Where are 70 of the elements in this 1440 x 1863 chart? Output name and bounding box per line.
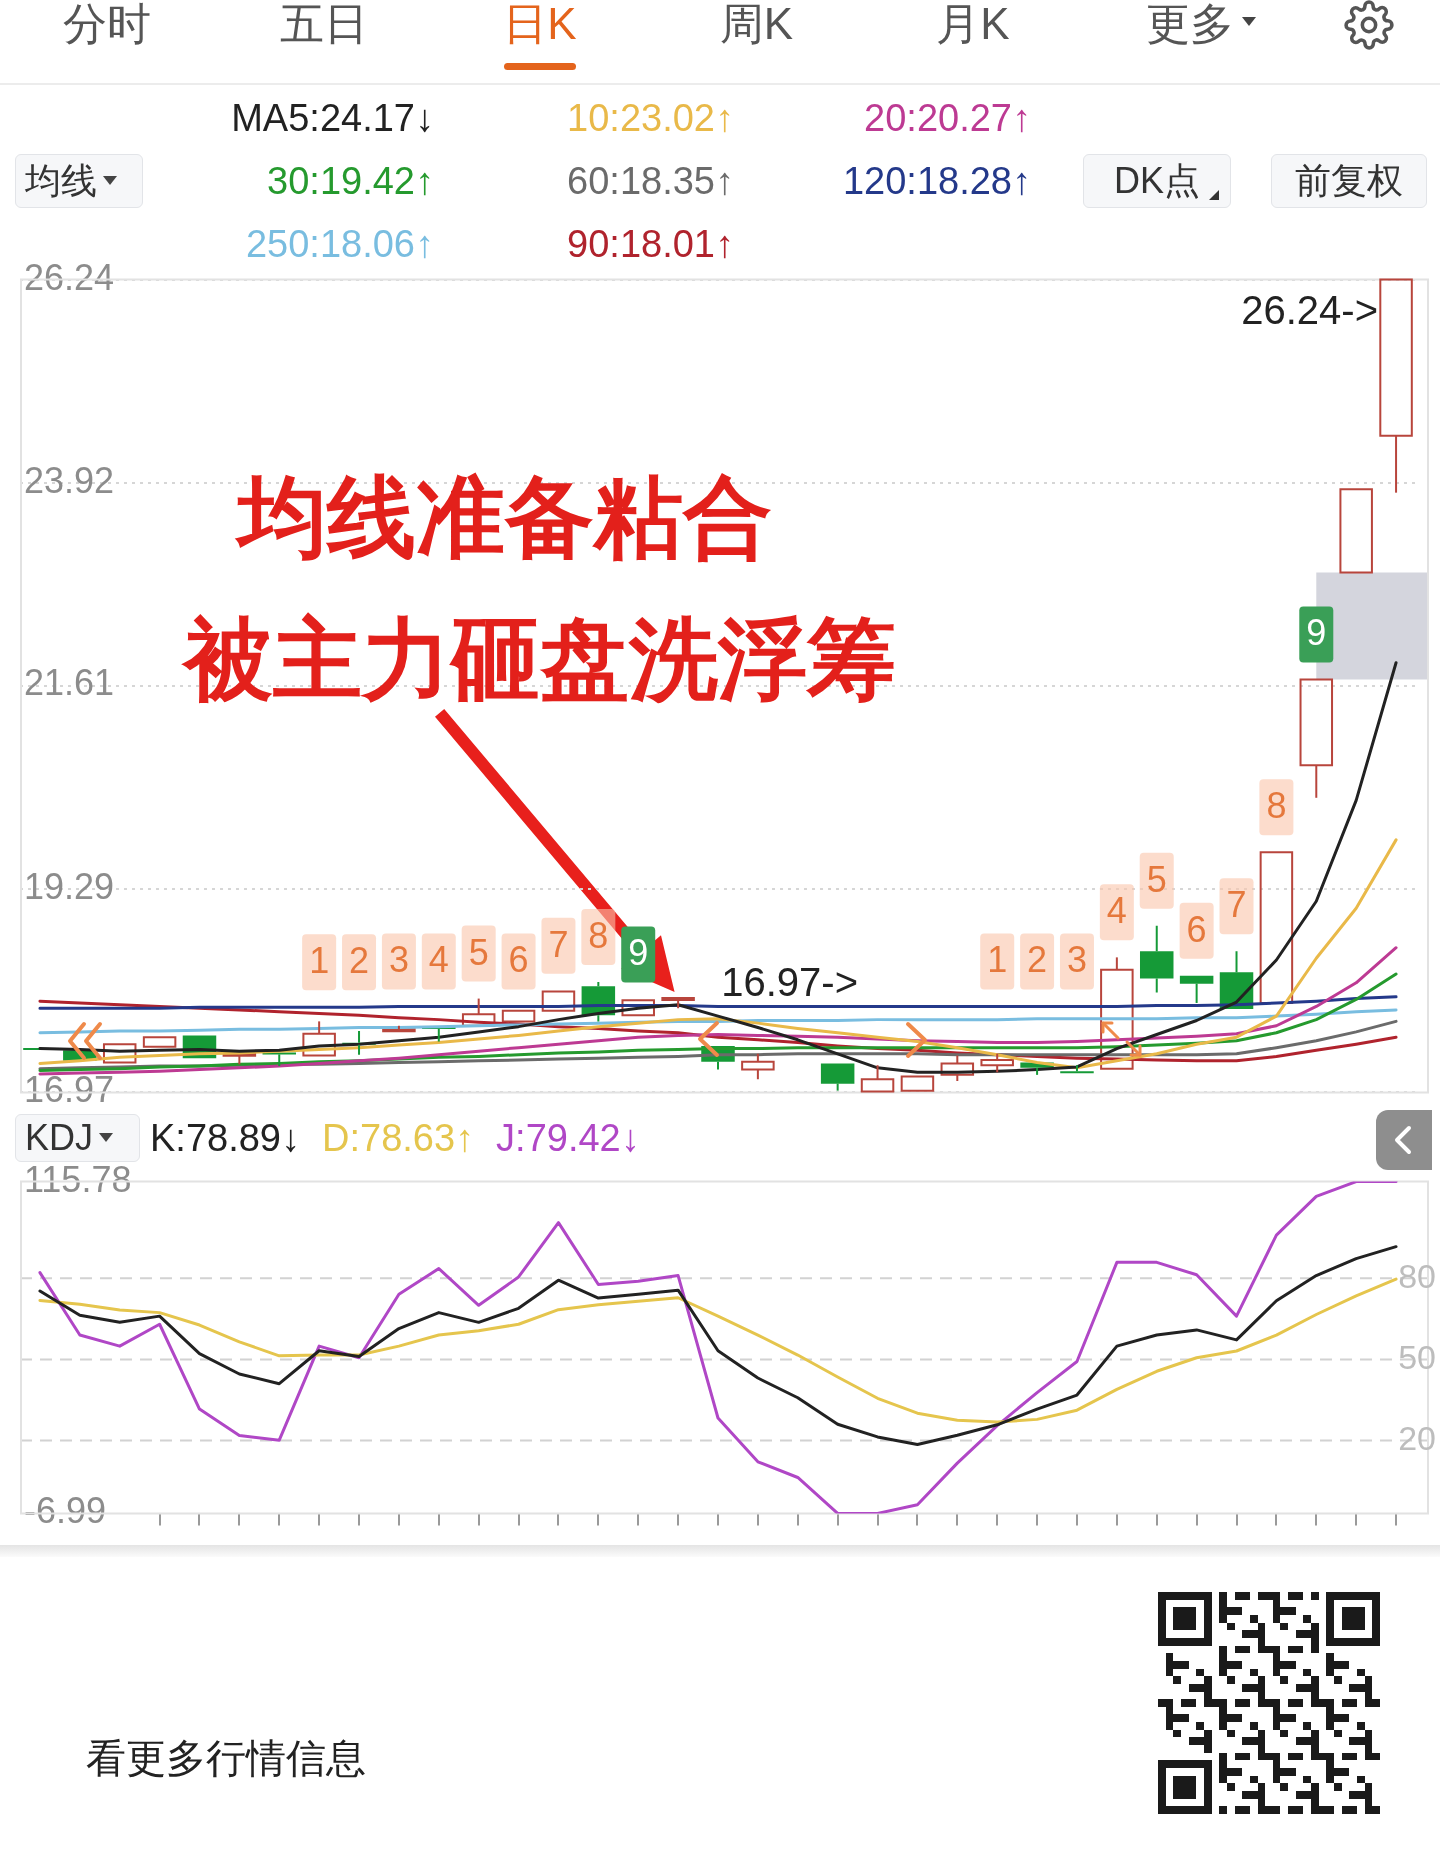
text: 6 <box>508 939 529 981</box>
text: 8 <box>1266 785 1287 827</box>
ref-line-label: 50 <box>1398 1337 1436 1376</box>
text: 5 <box>468 931 489 973</box>
text: 7 <box>1226 884 1247 926</box>
text: 五日 <box>279 0 368 50</box>
text: 8 <box>588 914 609 956</box>
candlestick <box>102 1043 137 1064</box>
text: 250:18.06↑ <box>245 222 434 268</box>
candlestick <box>900 1075 935 1092</box>
text: 更多 <box>1145 0 1234 50</box>
candlestick <box>940 1054 975 1082</box>
text: 4 <box>1106 890 1127 932</box>
legend-title: KDJ <box>25 1116 94 1160</box>
candlestick <box>302 1020 336 1057</box>
text: 90:18.01↑ <box>567 222 734 268</box>
candlestick <box>541 990 576 1012</box>
text: 2 <box>1027 939 1048 981</box>
text: 9 <box>1306 612 1327 654</box>
annotation: 16.97-> <box>721 959 858 1006</box>
legend-title: 均线 <box>25 159 97 203</box>
candlestick <box>222 1052 257 1066</box>
candlestick <box>621 999 655 1017</box>
candlestick <box>1179 975 1214 1004</box>
annotation: 26.24-> <box>1241 287 1378 334</box>
candlestick <box>741 1052 775 1081</box>
text: 前复权 <box>1295 159 1403 203</box>
text: DK点 <box>1113 159 1201 203</box>
candlestick <box>142 1036 177 1048</box>
text: D:78.63↑ <box>322 1116 475 1161</box>
text: 1 <box>309 940 330 982</box>
y-tick-label: 21.61 <box>24 662 115 704</box>
candlestick <box>1299 678 1334 799</box>
text: 月K <box>936 0 1010 50</box>
text: 4 <box>428 939 449 981</box>
candlestick <box>1139 924 1174 994</box>
text: 20:20.27↑ <box>864 96 1031 142</box>
candlestick <box>1339 488 1373 574</box>
ref-line-label: 20 <box>1398 1418 1436 1457</box>
candlestick <box>501 1009 536 1023</box>
text: 7 <box>548 923 569 965</box>
text: 120:18.28↑ <box>842 159 1031 205</box>
text: 5 <box>1146 858 1167 900</box>
y-tick-label: 115.78 <box>24 1158 132 1200</box>
text: 60:18.35↑ <box>567 159 734 205</box>
text: 9 <box>628 932 649 974</box>
candlestick <box>661 997 695 1010</box>
candlestick <box>980 1052 1014 1074</box>
text: MA5:24.17↓ <box>231 96 434 142</box>
text: 6 <box>1186 908 1207 950</box>
y-tick-label: 26.24 <box>24 256 115 298</box>
text: 10:23.02↑ <box>567 96 734 142</box>
text: 周K <box>719 0 794 50</box>
candlestick <box>1379 278 1413 494</box>
text: 分时 <box>63 0 151 50</box>
y-tick-label: 23.92 <box>24 459 115 501</box>
text: 日K <box>503 0 577 50</box>
y-tick-label: 19.29 <box>24 865 115 907</box>
candlestick <box>1259 851 1294 1004</box>
text: 3 <box>388 939 409 981</box>
text: J:79.42↓ <box>496 1116 640 1161</box>
text: 看更多行情信息 <box>86 1735 366 1782</box>
text: 1 <box>987 939 1008 981</box>
text: 3 <box>1066 939 1087 981</box>
text: K:78.89↓ <box>150 1116 300 1161</box>
text: 30:19.42↑ <box>267 159 434 205</box>
ref-line-label: 80 <box>1398 1256 1436 1295</box>
y-tick-label: 16.97 <box>24 1069 115 1111</box>
text: 2 <box>349 940 370 982</box>
candlestick <box>860 1064 895 1093</box>
